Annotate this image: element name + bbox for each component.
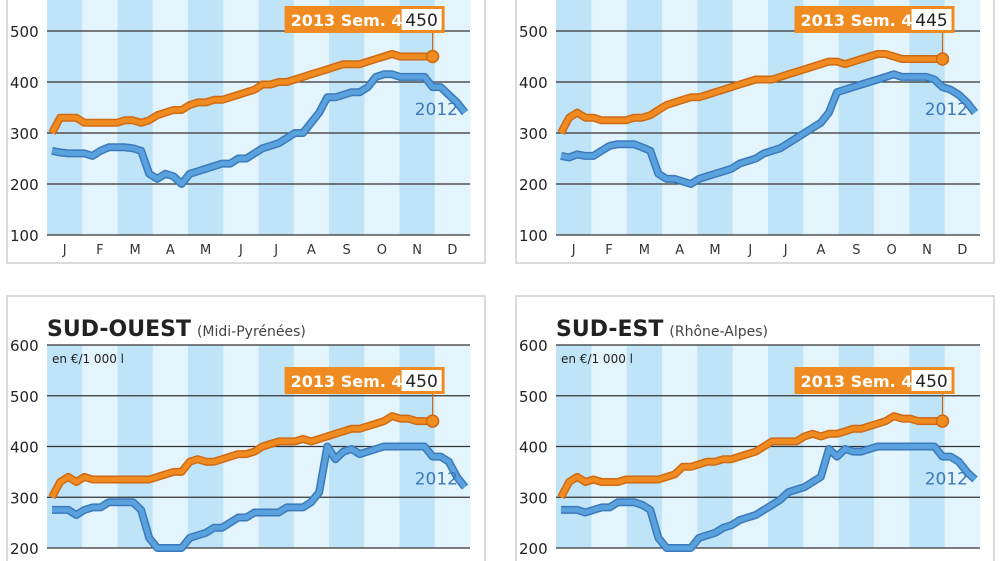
month-stripe: [697, 0, 734, 235]
series-2012-label: 2012: [415, 470, 458, 490]
x-tick-label: J: [571, 243, 576, 258]
x-tick-label: M: [709, 243, 720, 258]
annotation-value: 450: [915, 372, 947, 392]
month-stripe: [364, 0, 400, 235]
y-tick-label: 300: [519, 125, 548, 143]
x-tick-label: D: [957, 243, 967, 258]
annotation-value: 445: [915, 11, 947, 31]
month-stripe: [732, 0, 769, 235]
unit-label: en €/1 000 l: [52, 352, 124, 366]
x-tick-label: O: [377, 243, 387, 258]
series-2012-label: 2012: [415, 100, 458, 120]
x-tick-label: F: [605, 243, 612, 258]
month-stripe: [434, 0, 471, 235]
annotation-value-box: [911, 370, 952, 391]
annotation-value-box: [401, 370, 442, 391]
y-tick-label: 100: [10, 227, 39, 245]
y-tick-label: 200: [10, 540, 39, 558]
month-stripe: [258, 0, 295, 235]
y-tick-label: 400: [10, 74, 39, 92]
annotation-value-box: [401, 9, 442, 30]
month-stripe: [329, 0, 365, 235]
y-tick-label: 200: [10, 176, 39, 194]
y-tick-label: 500: [519, 23, 548, 41]
series-2013-endpoint: [425, 49, 440, 64]
panel-title: SUD-OUEST (Midi-Pyrénées): [47, 317, 306, 342]
series-2013-endpoint: [935, 52, 950, 66]
y-tick-label: 600: [519, 337, 548, 355]
x-tick-label: F: [96, 243, 103, 258]
month-stripe: [944, 0, 981, 235]
series-2013-endpoint: [935, 414, 950, 428]
x-tick-label: A: [166, 243, 175, 258]
chart-panel-2: 100 200 300 400 500 J F M A M J J A S O N D 2013 Sem. 484…: [515, 0, 995, 264]
y-tick-label: 500: [10, 388, 39, 406]
x-tick-label: O: [887, 243, 897, 258]
x-tick-label: A: [675, 243, 684, 258]
annotation-label: 2013 Sem. 48: [801, 372, 924, 391]
annotation-label: 2013 Sem. 48: [291, 372, 414, 391]
panel-subtitle: (Midi-Pyrénées): [197, 324, 306, 340]
y-tick-label: 600: [10, 337, 39, 355]
y-tick-label: 400: [519, 439, 548, 457]
y-tick-label: 500: [10, 23, 39, 41]
x-tick-label: J: [783, 243, 788, 258]
y-tick-label: 400: [519, 74, 548, 92]
x-tick-label: N: [412, 243, 422, 258]
y-tick-label: 500: [519, 388, 548, 406]
month-stripe: [909, 0, 946, 235]
x-tick-label: J: [747, 243, 752, 258]
annotation-label: 2013 Sem. 48: [291, 11, 414, 30]
annotation-label: 2013 Sem. 48: [801, 11, 924, 30]
x-tick-label: J: [62, 243, 67, 258]
y-tick-label: 200: [519, 176, 548, 194]
x-tick-label: A: [817, 243, 826, 258]
unit-label: en €/1 000 l: [561, 352, 633, 366]
series-2013-line: [558, 51, 943, 135]
x-tick-label: J: [273, 243, 278, 258]
series-2012-line: [561, 444, 977, 551]
x-tick-label: M: [130, 243, 141, 258]
month-stripe: [874, 0, 910, 235]
month-stripe: [768, 0, 804, 235]
series-2013-line: [49, 413, 433, 499]
y-tick-label: 200: [519, 540, 548, 558]
month-stripe: [188, 0, 224, 235]
x-tick-label: M: [639, 243, 650, 258]
annotation-value-box: [911, 9, 952, 30]
annotation-value: 450: [405, 11, 437, 31]
x-tick-label: S: [852, 243, 860, 258]
x-tick-label: D: [447, 243, 457, 258]
month-stripe: [82, 0, 118, 235]
series-2013-line: [49, 51, 433, 135]
chart-panel-3: 200 300 400 500 600 SUD-OUEST (Midi-Pyrénées) e…: [6, 295, 486, 561]
x-tick-label: J: [238, 243, 243, 258]
x-tick-label: N: [922, 243, 932, 258]
y-tick-label: 400: [10, 439, 39, 457]
series-2012-line: [52, 444, 467, 551]
series-2012-label: 2012: [925, 100, 968, 120]
x-tick-label: M: [200, 243, 211, 258]
series-2012-line: [560, 71, 977, 187]
y-tick-label: 300: [519, 489, 548, 507]
series-2012-line: [51, 71, 467, 187]
panel-subtitle: (Rhône-Alpes): [669, 324, 768, 340]
month-stripe: [662, 0, 698, 235]
y-tick-label: 300: [10, 125, 39, 143]
annotation-value: 450: [405, 372, 437, 392]
x-tick-label: A: [307, 243, 316, 258]
month-stripe: [838, 0, 875, 235]
month-stripe: [399, 0, 436, 235]
y-tick-label: 300: [10, 489, 39, 507]
y-tick-label: 100: [519, 227, 548, 245]
x-tick-label: S: [342, 243, 350, 258]
series-2012-label: 2012: [925, 470, 968, 490]
series-2013-line: [558, 413, 943, 499]
series-2013-endpoint: [425, 414, 440, 428]
chart-panel-1: 100 200 300 400 500 J F M A M J J A S O N D 2013 Sem. 484…: [6, 0, 486, 264]
month-stripe: [223, 0, 259, 235]
